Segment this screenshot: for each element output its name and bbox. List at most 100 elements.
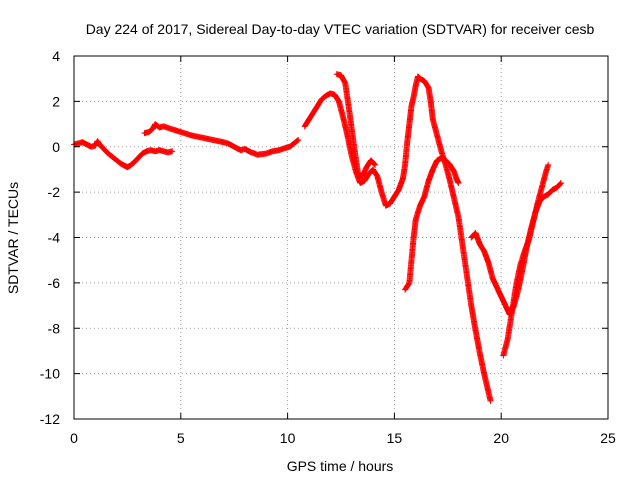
data-point [212, 139, 214, 141]
data-point [470, 304, 473, 307]
data-point [504, 304, 507, 307]
data-series-1 [71, 138, 176, 171]
data-point [444, 159, 447, 162]
data-point [137, 157, 139, 159]
data-point [432, 118, 434, 121]
data-point [233, 145, 235, 148]
data-point [312, 111, 315, 114]
series-markers [301, 73, 494, 404]
data-point [496, 286, 498, 289]
data-point [474, 329, 477, 332]
data-point [551, 189, 554, 191]
y-tick-label: 0 [52, 139, 60, 155]
data-series-7 [500, 161, 552, 359]
data-point [96, 140, 99, 142]
data-point [145, 150, 148, 153]
data-point [374, 164, 376, 166]
data-point [414, 84, 417, 87]
data-point [288, 145, 291, 148]
data-point [342, 116, 344, 119]
data-point [169, 127, 171, 130]
x-tick-label: 5 [177, 430, 185, 446]
data-point [547, 193, 549, 196]
data-point [158, 126, 161, 129]
data-point [171, 150, 174, 153]
data-point [147, 131, 150, 133]
data-point [489, 400, 492, 402]
data-point [201, 136, 203, 139]
data-point [519, 263, 522, 266]
data-point [338, 100, 340, 103]
y-axis-title: SDTVAR / TECUs [5, 182, 21, 294]
data-point [107, 152, 109, 155]
data-point [239, 149, 242, 151]
data-point [419, 77, 421, 80]
data-point [222, 141, 225, 144]
data-point [308, 118, 310, 121]
data-series-5 [402, 155, 462, 293]
data-point [419, 204, 421, 207]
data-point [154, 150, 156, 153]
data-point [440, 157, 443, 159]
data-point [359, 182, 362, 184]
data-point [502, 354, 505, 357]
data-point [449, 179, 451, 182]
data-point [461, 245, 464, 248]
data-point [491, 277, 494, 280]
data-point [180, 131, 182, 133]
data-point [412, 96, 415, 98]
data-point [532, 220, 535, 223]
data-point [487, 261, 490, 264]
data-point [297, 139, 300, 141]
data-point [158, 149, 161, 151]
data-point [436, 159, 438, 162]
data-point [404, 288, 406, 291]
data-point [555, 186, 558, 189]
points-layer [71, 71, 565, 404]
data-point [353, 143, 355, 146]
x-axis-title: GPS time / hours [287, 458, 394, 474]
data-point [500, 295, 503, 298]
data-point [370, 159, 372, 162]
y-tick-label: 4 [52, 48, 60, 64]
data-point [98, 143, 101, 146]
data-point [284, 147, 287, 149]
data-point [457, 182, 460, 184]
data-point [363, 179, 366, 182]
data-point [250, 151, 253, 154]
data-point [483, 372, 485, 375]
data-point [167, 151, 169, 154]
y-tick-label: 2 [52, 93, 60, 109]
data-point [344, 82, 347, 85]
data-point [515, 284, 517, 286]
data-point [536, 202, 539, 205]
data-point [511, 311, 513, 314]
y-tick-label: -8 [48, 320, 61, 336]
data-point [543, 195, 545, 198]
data-point [340, 74, 342, 77]
data-point [506, 338, 509, 341]
data-point [412, 236, 415, 239]
data-point [256, 153, 259, 156]
data-point [453, 170, 456, 173]
x-tick-label: 10 [280, 430, 296, 446]
data-series-3 [301, 73, 494, 404]
data-point [385, 204, 387, 207]
data-point [111, 156, 114, 158]
data-point [417, 75, 419, 78]
data-point [293, 142, 295, 145]
data-point [226, 142, 229, 145]
series-markers [402, 155, 462, 293]
data-point [436, 134, 438, 137]
data-point [86, 143, 88, 146]
data-point [414, 218, 417, 221]
data-point [402, 177, 404, 180]
data-point [440, 150, 443, 153]
data-point [474, 232, 477, 234]
data-point [457, 216, 460, 218]
series-markers [71, 138, 176, 171]
data-point [271, 150, 274, 153]
data-point [128, 165, 131, 167]
data-point [365, 166, 368, 168]
data-point [455, 177, 458, 180]
